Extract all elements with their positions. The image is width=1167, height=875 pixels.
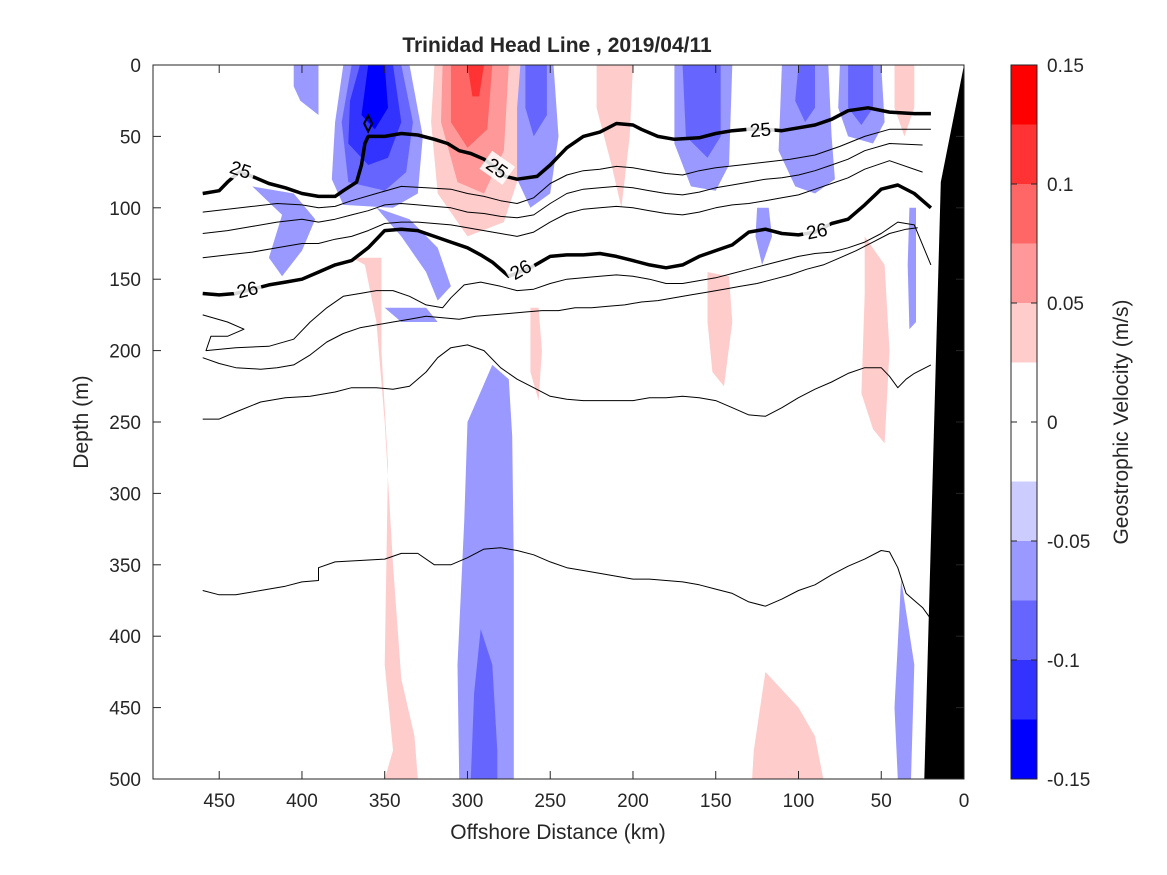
colorbar-segment — [1011, 65, 1037, 125]
diamond-marker — [363, 113, 374, 134]
x-axis-label: Offshore Distance (km) — [450, 821, 666, 844]
colorbar-segment — [1011, 541, 1037, 601]
velocity-patch — [361, 65, 388, 130]
contour-label-background — [223, 154, 258, 184]
velocity-patch — [596, 65, 633, 208]
density-contour-line — [202, 227, 918, 370]
density-contour-line — [202, 143, 923, 234]
isopycnal-line-25 — [202, 106, 931, 199]
colorbar-segment — [1011, 303, 1037, 363]
x-tick-label: 400 — [286, 791, 318, 812]
velocity-patch — [467, 65, 484, 97]
y-tick-label: 400 — [109, 627, 141, 648]
contour-label-background — [800, 216, 833, 245]
velocity-patch — [450, 65, 493, 148]
y-tick-label: 200 — [109, 342, 141, 363]
x-tick-label: 50 — [871, 791, 892, 812]
colorbar — [1010, 64, 1038, 780]
density-contours — [202, 106, 933, 620]
velocity-patch — [525, 65, 547, 137]
contour-label: 25 — [749, 119, 772, 142]
x-tick-label: 150 — [700, 791, 732, 812]
velocity-patch — [752, 671, 824, 779]
chart-title: Trinidad Head Line , 2019/04/11 — [402, 34, 712, 57]
markers — [363, 113, 374, 134]
y-tick-label: 100 — [109, 199, 141, 220]
y-axis-label: Depth (m) — [70, 375, 93, 468]
colorbar-tick-label: -0.1 — [1047, 651, 1080, 672]
velocity-patch — [457, 364, 514, 779]
colorbar-label: Geostrophic Velocity (m/s) — [1110, 299, 1133, 544]
plot-background — [153, 65, 964, 779]
velocity-patch — [470, 629, 498, 779]
y-tick-label: 450 — [109, 699, 141, 720]
x-tick-label: 0 — [959, 791, 970, 812]
velocity-patch — [778, 65, 835, 194]
y-tick-label: 500 — [109, 770, 141, 791]
velocity-patch — [293, 65, 319, 115]
y-tick-label: 150 — [109, 270, 141, 291]
colorbar-tick-label: 0.15 — [1047, 56, 1084, 77]
velocity-patch — [755, 207, 772, 265]
x-tick-label: 350 — [369, 791, 401, 812]
velocity-patch — [795, 65, 815, 123]
colorbar-tick-label: 0.1 — [1047, 175, 1073, 196]
contour-label: 26 — [804, 220, 829, 245]
density-contour-line — [202, 128, 931, 213]
velocity-patch — [894, 65, 915, 137]
velocity-patch — [351, 257, 418, 779]
contour-label-background — [745, 117, 776, 142]
density-contour-line — [202, 221, 932, 352]
x-tick-label: 300 — [452, 791, 484, 812]
velocity-patch — [530, 307, 542, 401]
colorbar-tick-label: -0.05 — [1047, 532, 1090, 553]
y-axis: 0 50 100 150 200 250 300 350 400 450 500 — [109, 56, 964, 791]
colorbar-segment — [1011, 243, 1037, 303]
x-tick-label: 250 — [534, 791, 566, 812]
x-tick-label: 200 — [617, 791, 649, 812]
contour-label-group: 26 — [231, 275, 264, 304]
colorbar-tick-label: 0.05 — [1047, 294, 1084, 315]
contour-label-background — [479, 150, 516, 185]
x-tick-label: 100 — [783, 791, 815, 812]
colorbar-tick-label: 0 — [1047, 413, 1058, 434]
density-contour-line — [202, 160, 923, 259]
y-tick-label: 300 — [109, 484, 141, 505]
seafloor-shape — [924, 65, 964, 779]
colorbar-segment — [1011, 481, 1037, 541]
contour-label: 26 — [235, 278, 261, 303]
colorbar-tick-label: -0.15 — [1047, 770, 1090, 791]
y-tick-label: 250 — [109, 413, 141, 434]
contour-label-background — [502, 252, 539, 286]
colorbar-segment — [1011, 184, 1037, 244]
density-contour-line — [202, 344, 932, 420]
x-axis: 450 400 350 300 250 200 150 100 50 0 — [203, 65, 969, 812]
velocity-patch — [894, 579, 915, 779]
colorbar-ticks: 0.15 0.1 0.05 0 -0.05 -0.1 -0.15 — [1011, 56, 1090, 791]
colorbar-segment — [1011, 719, 1037, 779]
colorbar-segment — [1011, 600, 1037, 660]
velocity-patch — [252, 186, 316, 277]
velocity-patch — [707, 272, 733, 387]
y-tick-label: 0 — [130, 56, 141, 77]
bathymetry — [924, 65, 964, 779]
contour-label-group: 25 — [745, 117, 776, 142]
contour-label-background — [231, 275, 264, 304]
x-tick-label: 450 — [203, 791, 235, 812]
colorbar-segment — [1011, 660, 1037, 720]
velocity-patch — [861, 236, 890, 444]
velocity-patch — [384, 307, 438, 322]
velocity-patch — [376, 207, 451, 301]
velocity-patch — [907, 207, 916, 330]
colorbar-segment — [1011, 124, 1037, 184]
density-contour-line — [202, 547, 932, 620]
contour-label-group: 26 — [800, 216, 833, 245]
y-tick-label: 50 — [120, 127, 141, 148]
y-tick-label: 350 — [109, 556, 141, 577]
